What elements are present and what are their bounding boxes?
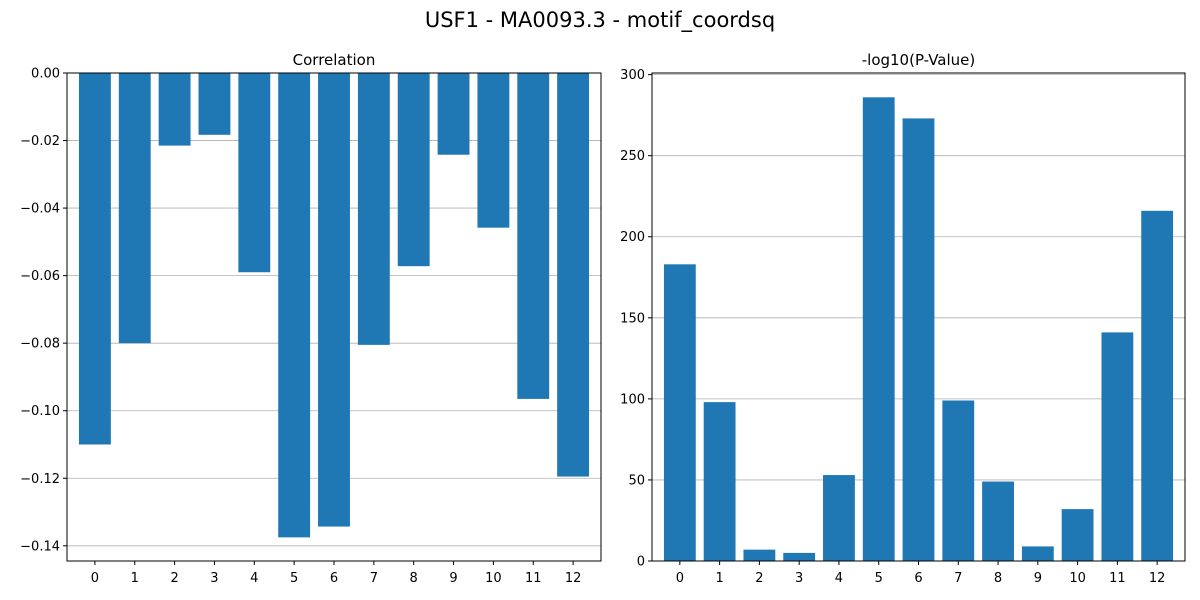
bar-0 — [663, 264, 696, 561]
x-tick-label: 11 — [1109, 571, 1126, 586]
x-tick-label: 6 — [914, 571, 922, 586]
bar-6 — [902, 118, 935, 561]
y-tick-label: −0.04 — [20, 202, 60, 217]
x-tick-label: 8 — [410, 571, 418, 586]
x-tick-label: 1 — [715, 571, 723, 586]
x-tick-label: 2 — [170, 571, 178, 586]
y-tick-label: 0.00 — [31, 67, 60, 82]
y-tick-label: 150 — [620, 311, 645, 326]
bar-2 — [743, 549, 776, 561]
y-tick-label: 0 — [637, 555, 645, 570]
x-tick-label: 2 — [755, 571, 763, 586]
bar-4 — [823, 475, 855, 561]
bar-9 — [1021, 546, 1054, 561]
y-tick-label: −0.14 — [20, 539, 60, 554]
x-tick-label: 9 — [1034, 571, 1042, 586]
bar-0 — [78, 73, 111, 445]
x-tick-label: 12 — [1149, 571, 1166, 586]
y-tick-label: −0.06 — [20, 269, 60, 284]
y-tick-label: −0.10 — [20, 404, 60, 419]
x-tick-label: 11 — [525, 571, 542, 586]
correlation-panel: 0.00 −0.02 −0.04 −0.06 −0.08 −0.10 −0.12 −0.14 0… — [20, 51, 602, 586]
pvalue-title: -log10(P-Value) — [862, 51, 976, 69]
x-tick-label: 0 — [91, 571, 99, 586]
x-tick-label: 10 — [1069, 571, 1086, 586]
bar-10 — [477, 73, 510, 228]
bar-9 — [437, 73, 470, 155]
x-tick-label: 12 — [565, 571, 582, 586]
bar-5 — [278, 73, 311, 538]
bar-4 — [238, 73, 271, 273]
bar-3 — [783, 552, 816, 561]
x-tick-label: 7 — [954, 571, 962, 586]
y-tick-label: −0.12 — [20, 472, 60, 487]
x-tick-label: 3 — [210, 571, 218, 586]
bar-11 — [1101, 332, 1134, 561]
correlation-title: Correlation — [293, 51, 376, 69]
x-tick-label: 6 — [330, 571, 338, 586]
x-tick-label: 5 — [290, 571, 298, 586]
bar-7 — [357, 73, 390, 345]
x-tick-label: 3 — [795, 571, 803, 586]
bar-1 — [703, 402, 736, 561]
y-tick-label: −0.08 — [20, 337, 60, 352]
x-tick-label: 8 — [994, 571, 1002, 586]
x-tick-label: 7 — [370, 571, 378, 586]
y-tick-label: −0.02 — [20, 134, 60, 149]
bar-11 — [517, 73, 550, 399]
x-tick-label: 10 — [485, 571, 502, 586]
x-tick-label: 0 — [676, 571, 684, 586]
bar-2 — [158, 73, 191, 146]
bar-12 — [557, 73, 590, 477]
bar-6 — [318, 73, 350, 527]
x-tick-label: 1 — [131, 571, 139, 586]
x-tick-label: 9 — [449, 571, 457, 586]
x-tick-label: 4 — [250, 571, 258, 586]
bar-1 — [118, 73, 151, 344]
y-tick-label: 100 — [620, 392, 645, 407]
y-tick-label: 250 — [620, 149, 645, 164]
y-tick-label: 300 — [620, 68, 645, 83]
x-tick-label: 4 — [835, 571, 843, 586]
figure-title: USF1 - MA0093.3 - motif_coordsq — [424, 8, 776, 32]
bar-8 — [397, 73, 430, 267]
bar-10 — [1061, 509, 1094, 561]
y-tick-label: 50 — [628, 473, 645, 488]
bar-3 — [198, 73, 231, 135]
y-tick-label: 200 — [620, 230, 645, 245]
bar-7 — [942, 400, 975, 561]
bar-5 — [862, 97, 895, 561]
x-tick-label: 5 — [875, 571, 883, 586]
bar-12 — [1141, 210, 1174, 561]
bar-8 — [982, 481, 1014, 561]
